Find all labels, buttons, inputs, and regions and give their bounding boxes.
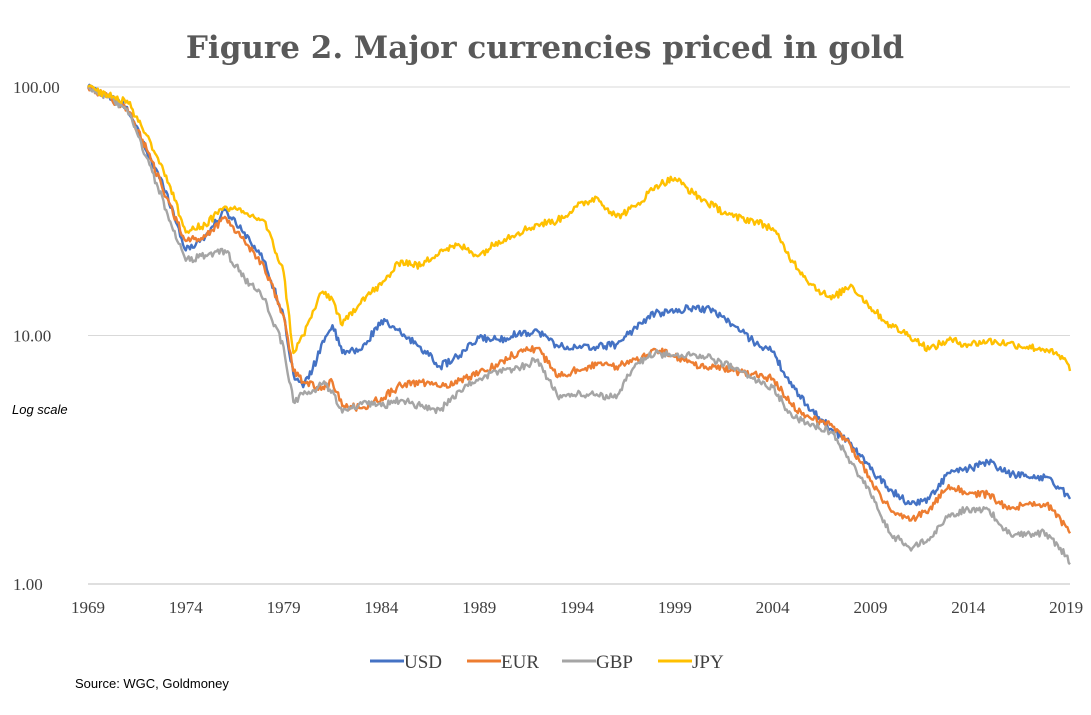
series-line-gbp [87,86,1071,566]
legend: USD EUR GBP JPY [370,652,724,673]
legend-label: EUR [501,652,539,673]
legend-label: USD [404,652,442,673]
x-tick-label: 2014 [951,598,986,617]
legend-label: GBP [596,652,633,673]
series-lines [86,83,1072,566]
series-line-eur [86,85,1072,534]
y-tick-label: 10.00 [13,327,51,346]
x-tick-label: 2004 [756,598,791,617]
y-tick-label: 1.00 [13,575,43,594]
y-axis-ticks: 100.00 10.00 1.00 [13,78,60,594]
x-tick-label: 1999 [658,598,692,617]
x-tick-label: 1989 [462,598,496,617]
y-tick-label: 100.00 [13,78,60,97]
chart-title: Figure 2. Major currencies priced in gol… [186,30,904,66]
gridlines [88,86,1070,336]
x-tick-label: 2019 [1049,598,1083,617]
legend-label: JPY [692,652,724,673]
series-line-usd [87,83,1072,507]
source-note: Source: WGC, Goldmoney [75,676,229,691]
log-scale-note: Log scale [12,402,68,417]
x-axis-ticks: 1969 1974 1979 1984 1989 1994 1999 2004 2009 2014… [71,598,1083,617]
x-tick-label: 1984 [364,598,399,617]
x-tick-label: 1974 [169,598,204,617]
x-tick-label: 2009 [853,598,887,617]
x-tick-label: 1979 [267,598,301,617]
x-tick-label: 1994 [560,598,595,617]
x-tick-label: 1969 [71,598,105,617]
series-line-jpy [87,84,1072,372]
